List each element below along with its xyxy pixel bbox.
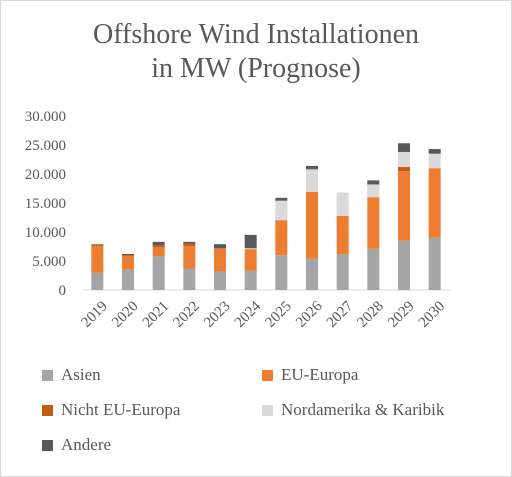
bar-segment bbox=[398, 151, 410, 168]
bar-segment bbox=[306, 258, 318, 290]
bar-segment bbox=[244, 234, 257, 249]
bar-segment bbox=[275, 255, 288, 290]
bar-segment bbox=[306, 165, 318, 170]
x-tick-label: 2019 bbox=[78, 298, 111, 331]
bar-segment bbox=[91, 272, 104, 290]
bar-segment bbox=[122, 254, 134, 256]
x-tick-label: 2023 bbox=[201, 298, 234, 331]
bar-segment bbox=[275, 197, 288, 201]
y-tick-label: 15.000 bbox=[25, 196, 66, 212]
bar-segment bbox=[398, 171, 410, 241]
bar-segment bbox=[428, 237, 441, 290]
bar-segment bbox=[214, 244, 226, 249]
bar-segment bbox=[428, 153, 441, 169]
bar-segment bbox=[183, 243, 196, 246]
y-tick-label: 20.000 bbox=[25, 167, 66, 183]
bar-segment bbox=[275, 200, 288, 221]
bar-segment bbox=[91, 244, 104, 246]
x-tick-label: 2020 bbox=[109, 298, 142, 331]
bar-segment bbox=[152, 247, 165, 257]
x-tick-label: 2029 bbox=[385, 298, 418, 331]
bar-segment bbox=[91, 244, 104, 245]
y-tick-label: 30.000 bbox=[25, 109, 66, 125]
bar-segment bbox=[244, 249, 257, 250]
bar-segment bbox=[122, 256, 134, 270]
bar-segment bbox=[275, 220, 288, 256]
bar-segment bbox=[398, 167, 410, 172]
x-tick-label: 2027 bbox=[324, 298, 357, 331]
x-tick-label: 2022 bbox=[170, 298, 203, 331]
bar-segment bbox=[336, 192, 349, 216]
bar-segment bbox=[152, 245, 165, 248]
y-tick-label: 10.000 bbox=[25, 225, 66, 241]
bar-segment bbox=[367, 197, 380, 249]
bar-segment bbox=[367, 184, 380, 198]
x-tick-label: 2026 bbox=[293, 298, 326, 331]
bar-segment bbox=[214, 271, 226, 290]
bar-segment bbox=[183, 245, 196, 269]
x-tick-label: 2025 bbox=[262, 298, 295, 331]
x-tick-label: 2030 bbox=[416, 298, 449, 331]
bar-segment bbox=[336, 254, 349, 290]
y-tick-label: 5.000 bbox=[32, 254, 66, 270]
chart-title-line-1: Offshore Wind Installationen bbox=[93, 19, 419, 50]
bar-segment bbox=[214, 248, 226, 249]
bar-segment bbox=[183, 268, 196, 290]
chart-title: Offshore Wind Installationen in MW (Prog… bbox=[0, 18, 512, 86]
bar-segment bbox=[336, 215, 349, 255]
bar-segment bbox=[428, 168, 441, 238]
bar-segment bbox=[244, 249, 257, 271]
bar-segment bbox=[244, 270, 257, 290]
bar-segment bbox=[91, 245, 104, 273]
bar-segment bbox=[398, 143, 410, 152]
bar-segment bbox=[122, 255, 134, 257]
bar-segment bbox=[244, 248, 257, 250]
bar-segment bbox=[152, 241, 165, 246]
bar-segment bbox=[122, 269, 134, 290]
bar-segment bbox=[306, 169, 318, 192]
bar-segment bbox=[183, 241, 196, 244]
x-tick-label: 2021 bbox=[140, 298, 173, 331]
bar-segment bbox=[275, 220, 288, 221]
bar-segment bbox=[367, 180, 380, 185]
x-tick-label: 2028 bbox=[354, 298, 387, 331]
bar-segment bbox=[306, 191, 318, 259]
bar-segment bbox=[152, 256, 165, 290]
chart-title-line-2: in MW (Prognose) bbox=[151, 53, 361, 84]
bar-segment bbox=[398, 240, 410, 290]
bar-segment bbox=[367, 248, 380, 290]
y-tick-label: 25.000 bbox=[25, 138, 66, 154]
bar-segment bbox=[214, 248, 226, 272]
y-tick-label: 0 bbox=[59, 283, 67, 299]
x-tick-label: 2024 bbox=[232, 298, 265, 331]
bar-segment bbox=[428, 149, 441, 154]
